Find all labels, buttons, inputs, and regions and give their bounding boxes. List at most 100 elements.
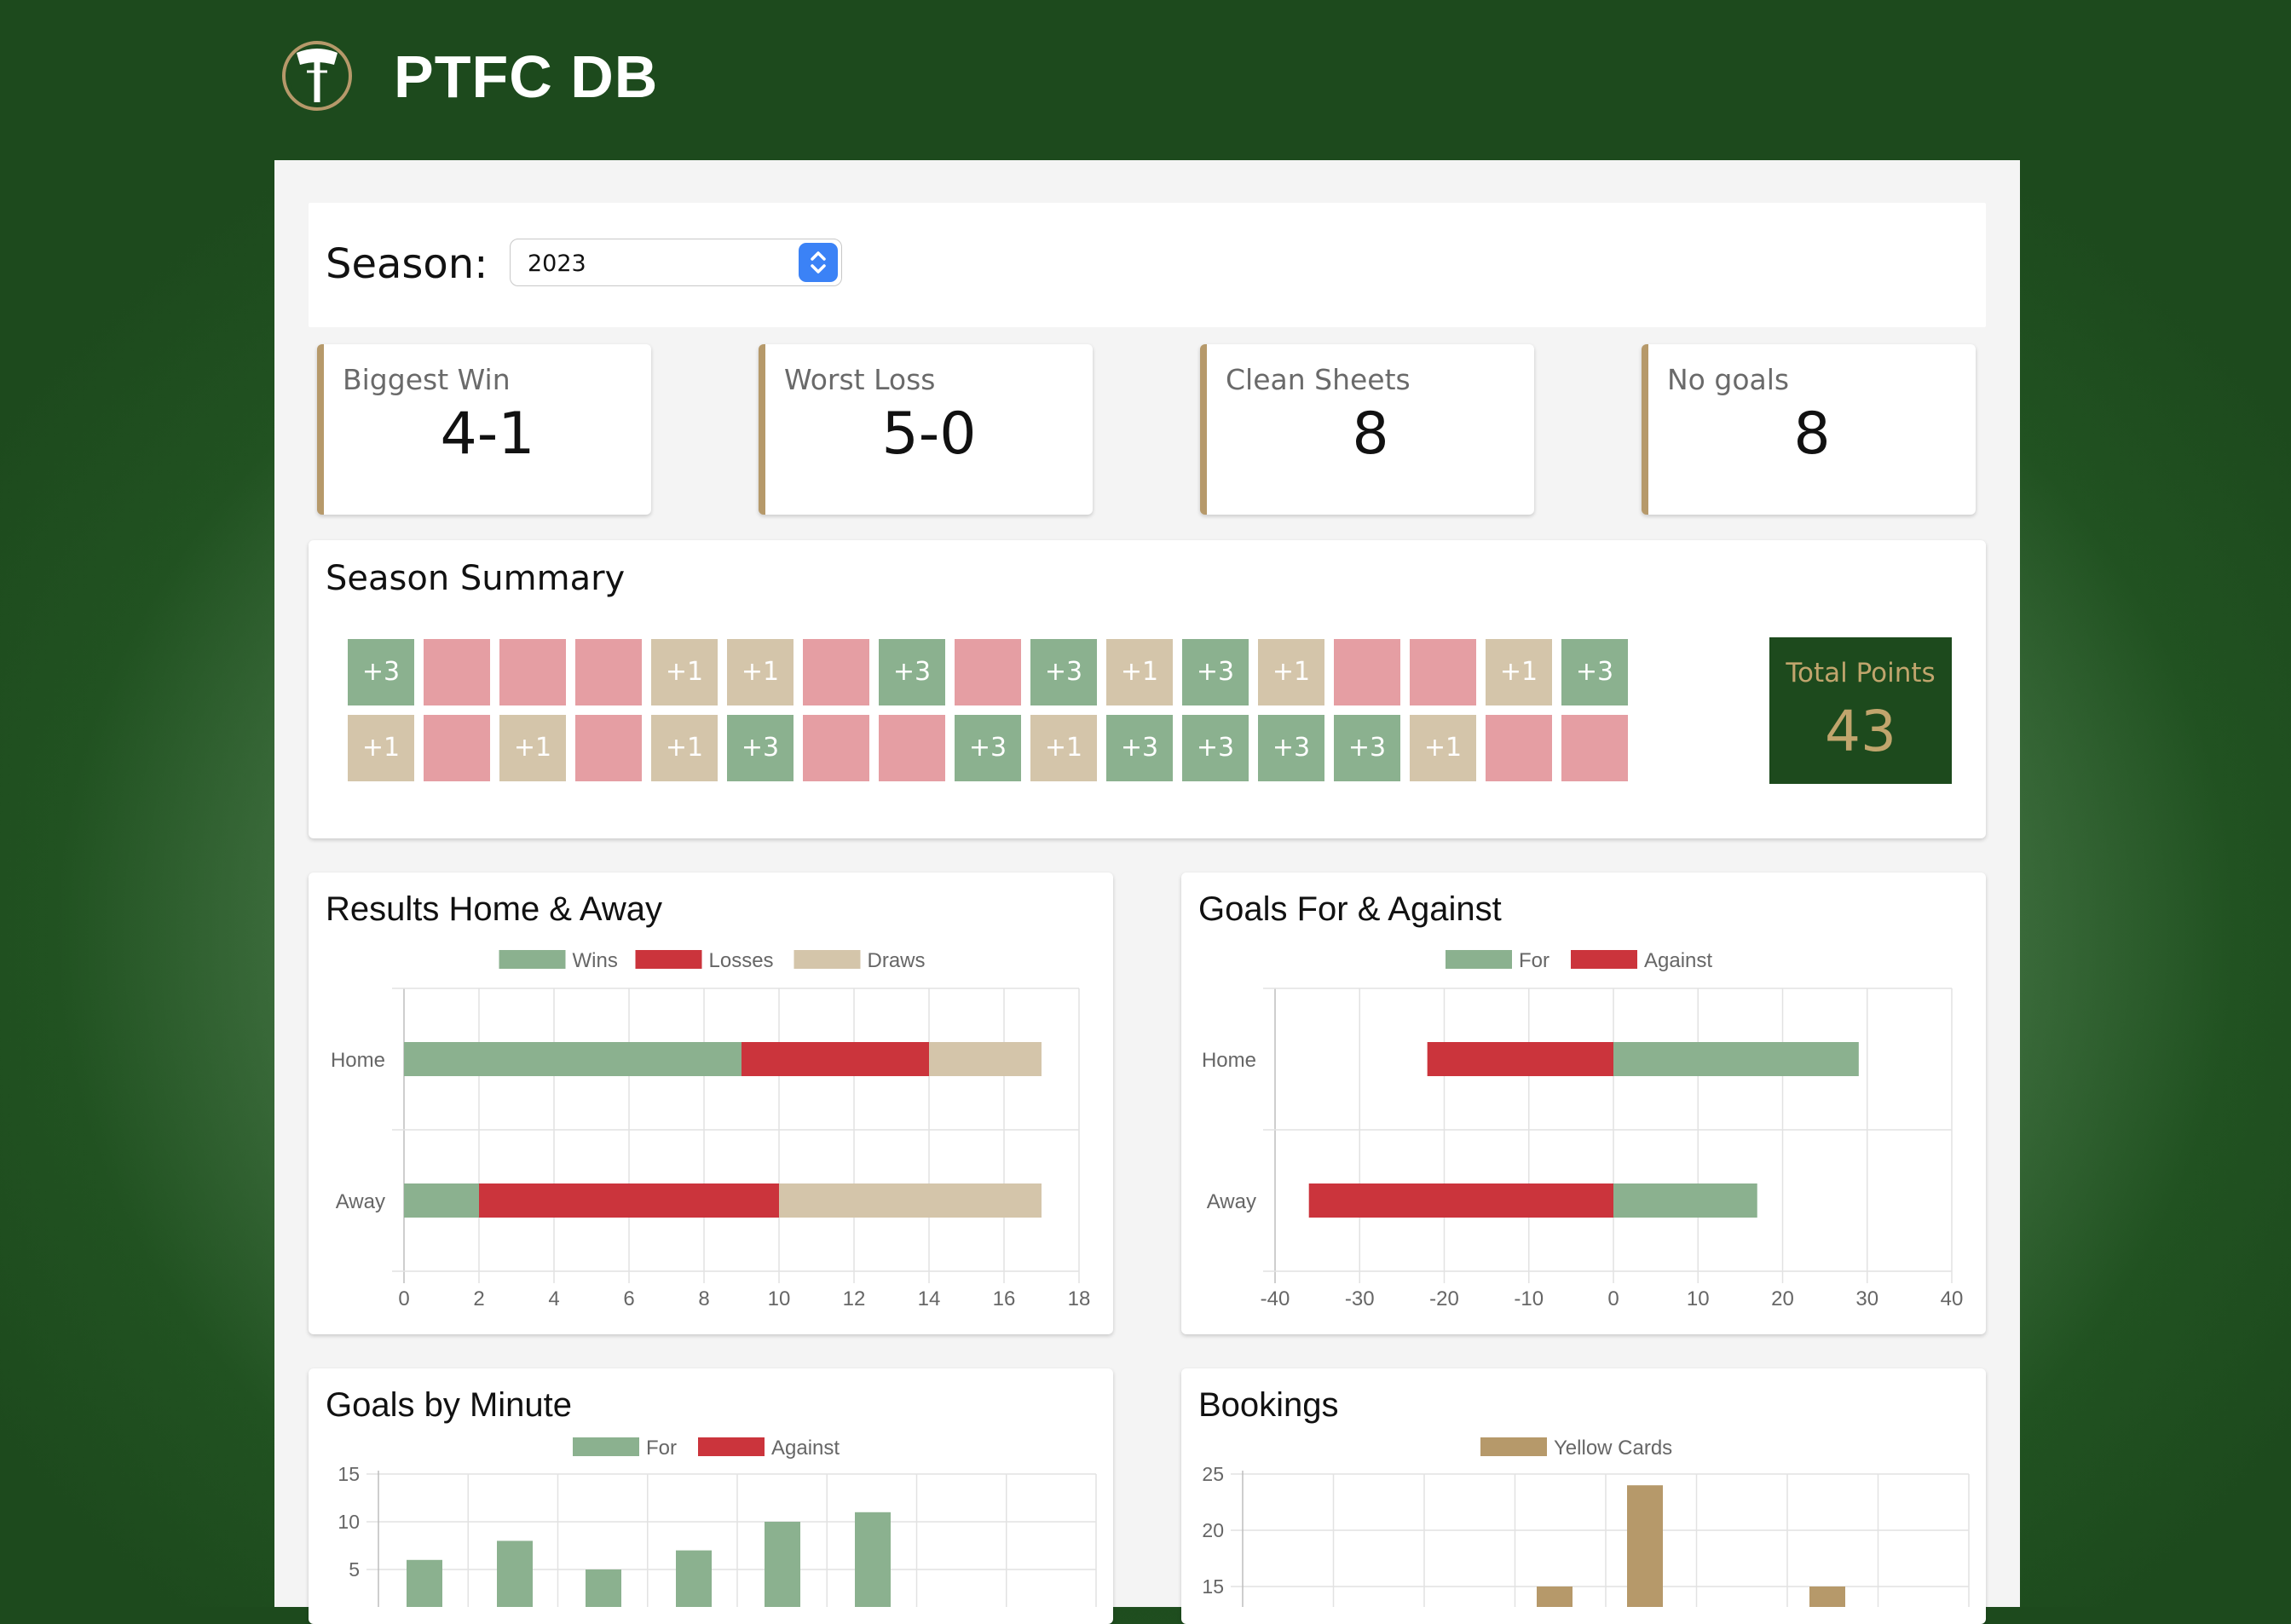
season-selector-card: Season: 2023: [309, 203, 1986, 327]
bar[interactable]: [1427, 1042, 1613, 1076]
legend-swatch[interactable]: [573, 1437, 639, 1456]
legend-label[interactable]: Against: [771, 1437, 840, 1460]
result-square: [955, 639, 1021, 705]
x-tick-label: 14: [918, 1287, 941, 1310]
stat-card-no-goals: No goals 8: [1642, 344, 1976, 515]
bar[interactable]: [779, 1183, 1042, 1218]
bar[interactable]: [1627, 1485, 1663, 1607]
y-tick-label: Home: [1202, 1049, 1256, 1072]
result-square: +3: [1182, 715, 1249, 781]
bar[interactable]: [1809, 1587, 1845, 1607]
x-tick-label: 30: [1855, 1287, 1878, 1310]
brand-title[interactable]: PTFC DB: [394, 43, 659, 110]
bar[interactable]: [1308, 1183, 1613, 1218]
legend-label[interactable]: Wins: [573, 949, 618, 972]
chart-title: Bookings: [1198, 1386, 1339, 1424]
result-square: [424, 639, 490, 705]
y-tick-label: Away: [336, 1190, 385, 1213]
result-square: +3: [348, 639, 414, 705]
goals-for-against-chart: Goals For & Against For Against -40 -30 -20 -1…: [1198, 890, 1963, 1310]
result-square: +3: [879, 639, 945, 705]
bar[interactable]: [1537, 1587, 1573, 1607]
bar[interactable]: [765, 1522, 800, 1607]
chart-title: Results Home & Away: [326, 890, 662, 928]
x-tick-label: 6: [623, 1287, 634, 1310]
legend-swatch[interactable]: [1480, 1437, 1547, 1456]
stat-label: Biggest Win: [343, 363, 511, 396]
legend-label[interactable]: Yellow Cards: [1554, 1437, 1672, 1460]
x-tick-label: 12: [843, 1287, 866, 1310]
legend-label[interactable]: For: [1519, 949, 1549, 972]
x-tick-label: -10: [1514, 1287, 1544, 1310]
goals-by-minute-chart: Goals by Minute For Against 15 10 5: [326, 1386, 1097, 1607]
stat-card-worst-loss: Worst Loss 5-0: [759, 344, 1093, 515]
season-select[interactable]: 2023: [510, 239, 842, 286]
bar[interactable]: [586, 1569, 621, 1607]
result-square: [803, 715, 869, 781]
bar[interactable]: [497, 1540, 533, 1607]
result-square: [803, 639, 869, 705]
x-tick-label: -30: [1345, 1287, 1375, 1310]
result-square: [1486, 715, 1552, 781]
legend-swatch[interactable]: [1571, 950, 1637, 969]
x-tick-label: 4: [548, 1287, 559, 1310]
season-summary-card: Season Summary +3 +1 +1 +3 +3 +1 +3 +1 +1 +3 +1 +1 +…: [309, 540, 1986, 838]
chart-title: Goals by Minute: [326, 1386, 572, 1424]
legend-swatch[interactable]: [698, 1437, 765, 1456]
legend-label[interactable]: For: [646, 1437, 677, 1460]
bar[interactable]: [1613, 1183, 1757, 1218]
x-tick-label: 10: [1687, 1287, 1710, 1310]
result-square: [879, 715, 945, 781]
x-tick-label: 0: [398, 1287, 409, 1310]
bar[interactable]: [1613, 1042, 1859, 1076]
legend-swatch[interactable]: [499, 950, 566, 969]
bar[interactable]: [479, 1183, 779, 1218]
y-tick-label: 10: [338, 1511, 360, 1533]
timbers-axe-logo-icon[interactable]: [281, 37, 353, 114]
result-square: +1: [1258, 639, 1324, 705]
result-square: [575, 639, 642, 705]
legend-swatch[interactable]: [635, 950, 702, 969]
legend-swatch[interactable]: [1446, 950, 1512, 969]
stat-label: Clean Sheets: [1226, 363, 1411, 396]
stat-value: 8: [1352, 400, 1389, 468]
bar[interactable]: [407, 1559, 442, 1607]
main-container: Season: 2023 Biggest Win 4-1 Worst Loss …: [274, 160, 2020, 1624]
chart-title: Goals For & Against: [1198, 890, 1502, 928]
total-points-label: Total Points: [1786, 658, 1936, 688]
bar[interactable]: [855, 1512, 891, 1607]
stat-label: Worst Loss: [784, 363, 936, 396]
y-tick-label: 20: [1202, 1519, 1224, 1541]
legend-swatch[interactable]: [793, 950, 861, 969]
x-tick-label: 20: [1771, 1287, 1794, 1310]
results-home-away-chart: Results Home & Away Wins Losses Draws 0 2 4 6 8 1…: [326, 890, 1091, 1310]
bar[interactable]: [676, 1550, 712, 1607]
x-tick-label: -40: [1261, 1287, 1290, 1310]
legend-label[interactable]: Losses: [709, 949, 774, 972]
y-tick-label: 5: [349, 1558, 360, 1581]
results-home-away-card: Results Home & Away Wins Losses Draws 0 2 4 6 8 1…: [309, 872, 1113, 1334]
legend-label[interactable]: Draws: [868, 949, 926, 972]
goals-for-against-card: Goals For & Against For Against -40 -30 -20 -1…: [1181, 872, 1986, 1334]
result-square: [575, 715, 642, 781]
result-square: +1: [1030, 715, 1097, 781]
bar[interactable]: [929, 1042, 1042, 1076]
bar[interactable]: [742, 1042, 929, 1076]
bar[interactable]: [404, 1042, 742, 1076]
select-updown-icon[interactable]: [799, 243, 838, 282]
result-square: +3: [1258, 715, 1324, 781]
season-selected-value: 2023: [528, 251, 586, 277]
y-tick-label: Away: [1207, 1190, 1256, 1213]
result-square: +1: [651, 639, 718, 705]
x-tick-label: 18: [1068, 1287, 1091, 1310]
bookings-card: Bookings Yellow Cards 25 20 15: [1181, 1368, 1986, 1624]
bookings-chart: Bookings Yellow Cards 25 20 15: [1198, 1386, 1970, 1607]
bar[interactable]: [404, 1183, 479, 1218]
result-square: +3: [727, 715, 793, 781]
x-tick-label: -20: [1429, 1287, 1459, 1310]
stat-value: 4-1: [440, 400, 535, 468]
stat-label: No goals: [1667, 363, 1790, 396]
total-points-box: Total Points 43: [1769, 637, 1952, 784]
result-square: +1: [1410, 715, 1476, 781]
legend-label[interactable]: Against: [1644, 949, 1712, 972]
